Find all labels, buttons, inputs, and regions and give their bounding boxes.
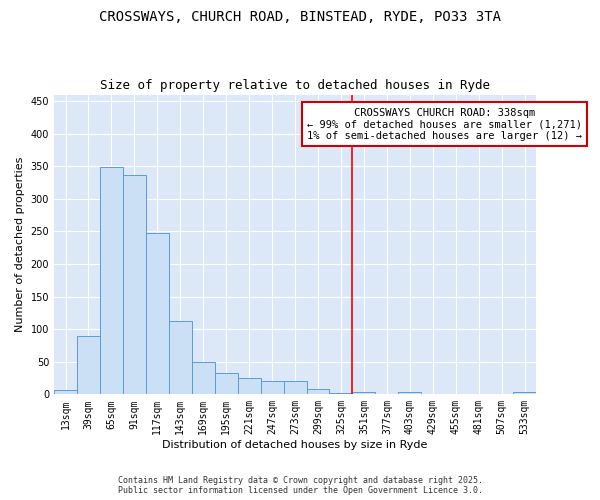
Text: CROSSWAYS, CHURCH ROAD, BINSTEAD, RYDE, PO33 3TA: CROSSWAYS, CHURCH ROAD, BINSTEAD, RYDE, …: [99, 10, 501, 24]
Bar: [307, 389, 329, 394]
Bar: [192, 362, 215, 394]
Bar: [352, 392, 376, 394]
Bar: [169, 320, 192, 394]
Bar: [329, 393, 352, 394]
Bar: [238, 378, 260, 394]
Bar: [77, 336, 100, 394]
Title: Size of property relative to detached houses in Ryde: Size of property relative to detached ho…: [100, 79, 490, 92]
Bar: [54, 390, 77, 394]
Bar: [398, 392, 421, 394]
Bar: [284, 380, 307, 394]
X-axis label: Distribution of detached houses by size in Ryde: Distribution of detached houses by size …: [163, 440, 428, 450]
Y-axis label: Number of detached properties: Number of detached properties: [15, 157, 25, 332]
Text: Contains HM Land Registry data © Crown copyright and database right 2025.
Public: Contains HM Land Registry data © Crown c…: [118, 476, 482, 495]
Bar: [513, 392, 536, 394]
Bar: [100, 167, 123, 394]
Bar: [123, 176, 146, 394]
Text: CROSSWAYS CHURCH ROAD: 338sqm
← 99% of detached houses are smaller (1,271)
1% of: CROSSWAYS CHURCH ROAD: 338sqm ← 99% of d…: [307, 108, 582, 141]
Bar: [260, 380, 284, 394]
Bar: [146, 234, 169, 394]
Bar: [215, 374, 238, 394]
